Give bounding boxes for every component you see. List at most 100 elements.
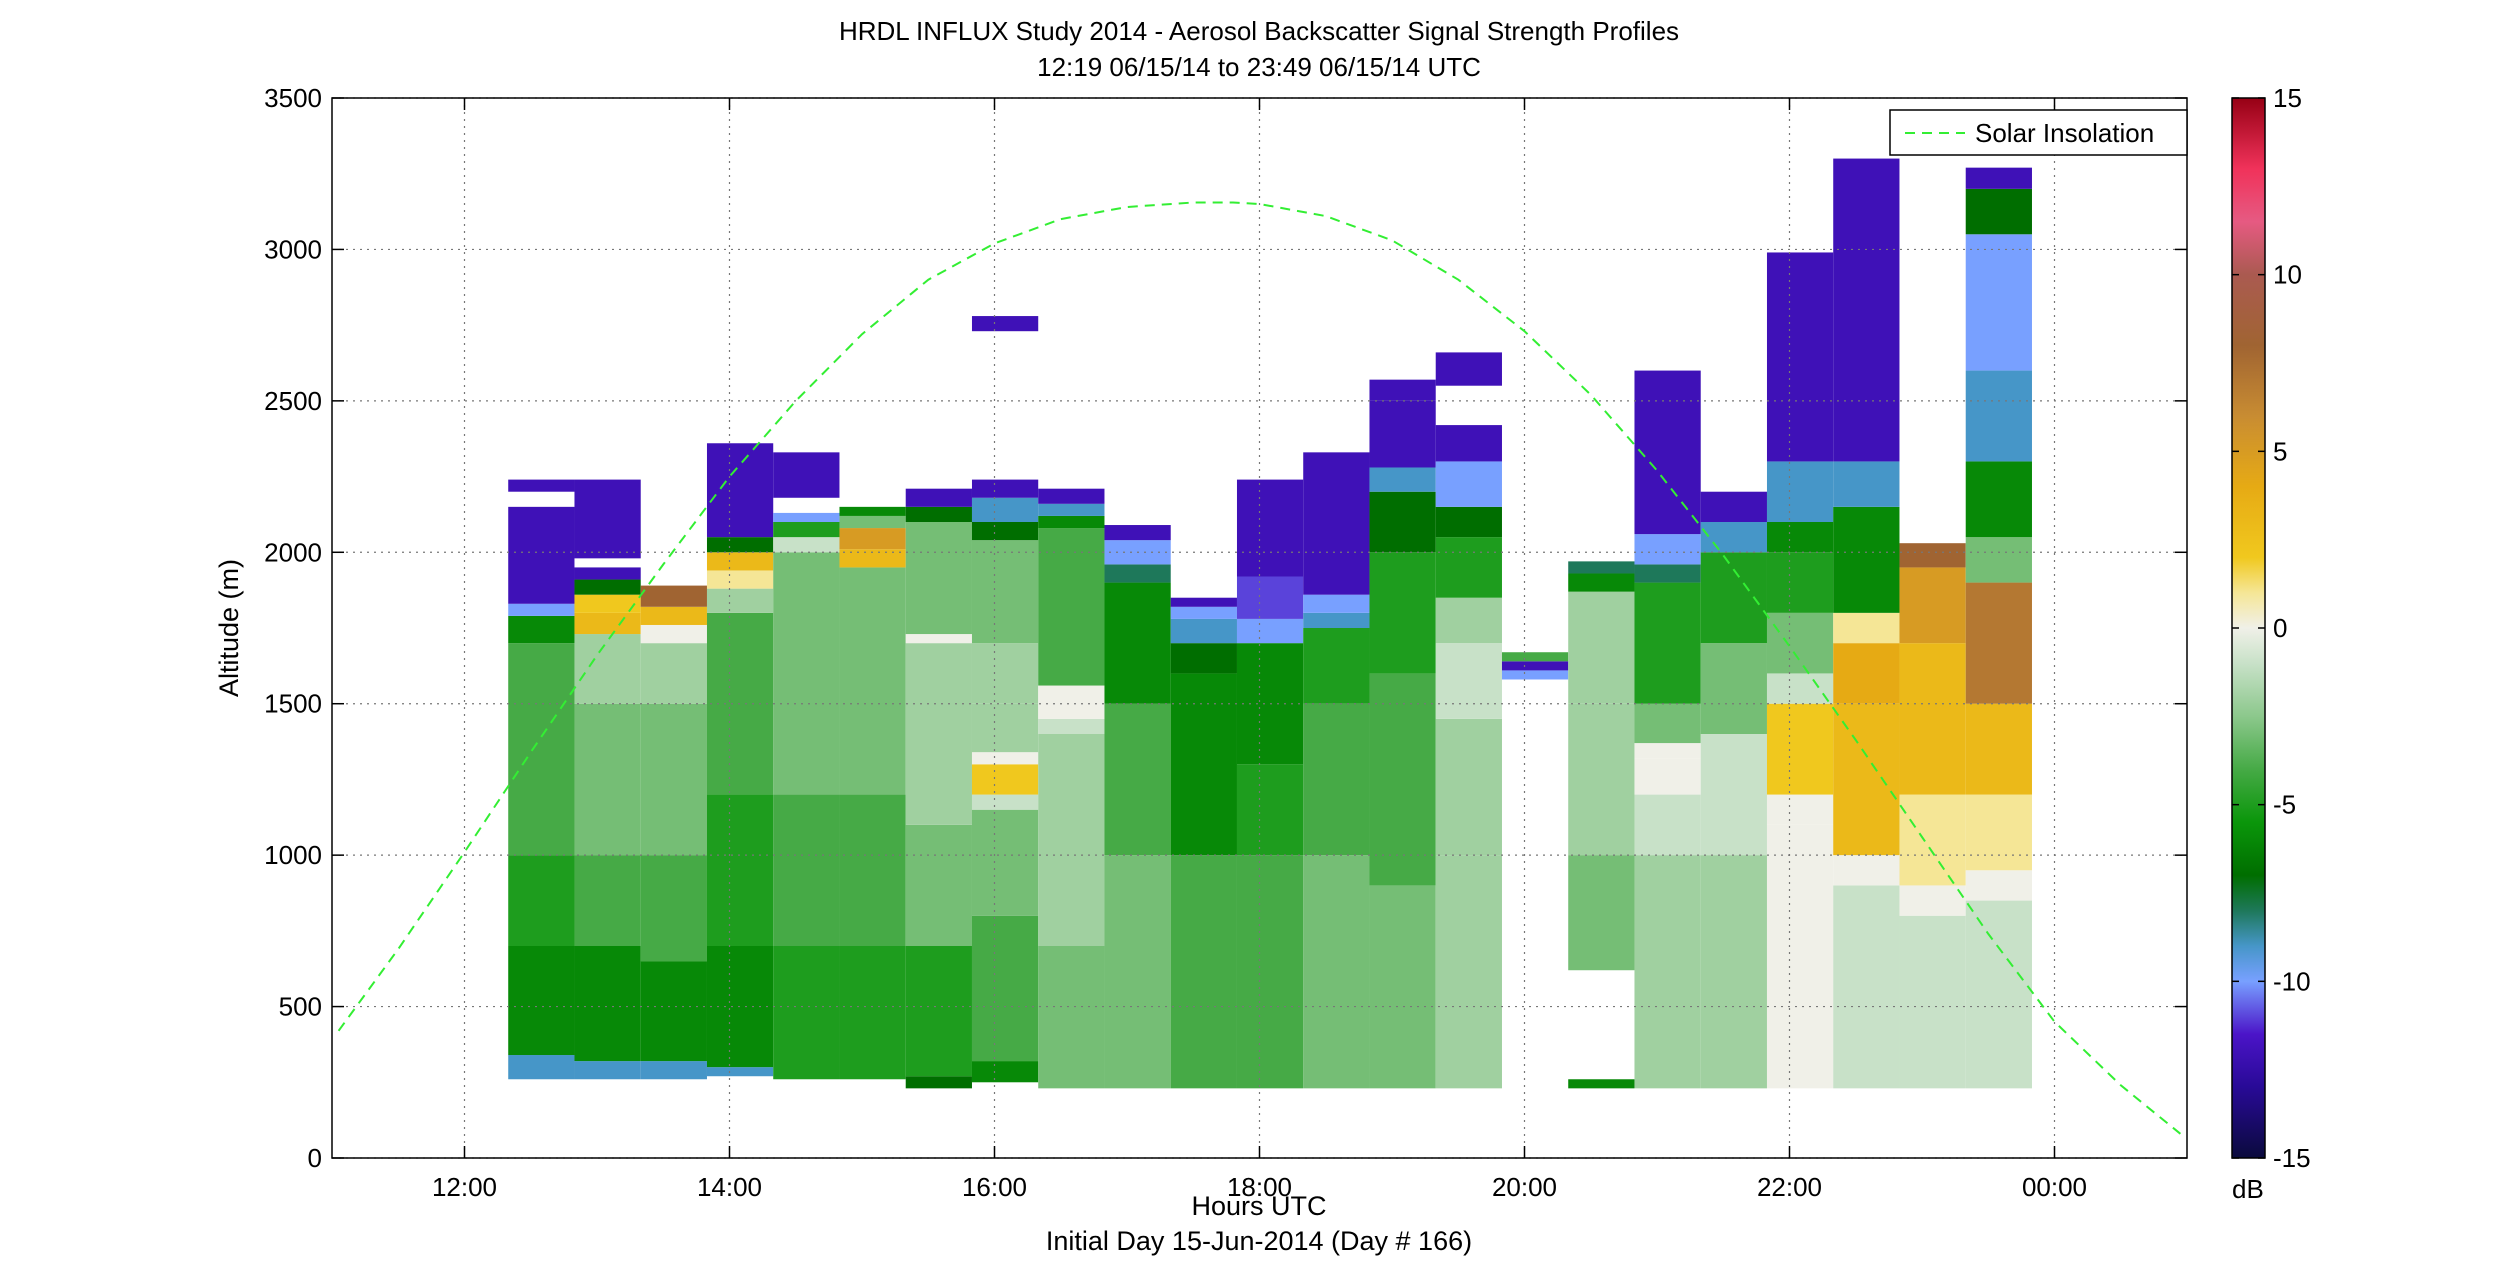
profile-bin <box>1568 1079 1635 1089</box>
profile-bin <box>905 946 972 1077</box>
profile-bin <box>1634 582 1701 704</box>
profile-bin <box>971 643 1039 704</box>
profile-bin <box>1104 703 1171 856</box>
profile-bin <box>1303 703 1370 856</box>
profile-bin <box>1766 252 1834 462</box>
profile-bin <box>773 946 840 1080</box>
profile-bin <box>1104 564 1171 583</box>
x-axis-sublabel: Initial Day 15-Jun-2014 (Day # 166) <box>1046 1226 1472 1256</box>
profile-bin <box>1899 567 1966 644</box>
profile-bin <box>971 522 1039 541</box>
profile-bin <box>905 488 972 507</box>
profile-bin <box>839 549 906 568</box>
y-tick-label: 1500 <box>264 689 322 719</box>
profile-bin <box>508 855 575 946</box>
profile-bin <box>773 522 840 538</box>
profile-bin <box>1236 479 1304 577</box>
profile-bin <box>1501 652 1569 662</box>
profile-bin <box>1369 673 1436 886</box>
profile-bin <box>773 537 840 553</box>
colorbar-tick-label: 15 <box>2273 83 2302 113</box>
profile-bin <box>1568 573 1635 592</box>
profile-bin <box>1899 885 1966 916</box>
legend: Solar Insolation <box>1889 109 2188 156</box>
profile-bin <box>1833 885 1900 1089</box>
colorbar-tick-label: -5 <box>2273 790 2296 820</box>
profile-bin <box>1170 643 1237 674</box>
profile-bin <box>508 1055 575 1080</box>
profile-bin <box>1833 461 1900 507</box>
solar-insolation-series <box>337 201 2182 1135</box>
profile-bin <box>1170 606 1237 619</box>
profile-bin <box>1369 552 1436 674</box>
profile-bin <box>706 443 774 538</box>
profile-bin <box>905 734 972 825</box>
profile-bin <box>1965 537 2032 583</box>
profile-bin <box>1965 461 2032 538</box>
profile-bin <box>971 479 1039 498</box>
profile-bin <box>1766 461 1834 522</box>
profile-bin <box>1766 794 1834 825</box>
profile-bin <box>1634 703 1701 744</box>
profile-bin <box>1634 534 1701 565</box>
profile-bin <box>706 794 774 946</box>
profile-bin <box>640 606 707 625</box>
profile-bin <box>574 612 641 635</box>
profile-bin <box>1038 734 1105 946</box>
profile-bin <box>839 946 906 1080</box>
colorbar-ticks: 15 10 5 0 -5 -10 -15 <box>2232 83 2311 1173</box>
profile-bin <box>1899 643 1966 795</box>
x-tick-label: 22:00 <box>1757 1172 1822 1202</box>
profile-bin <box>971 497 1039 522</box>
profile-bin <box>1038 528 1105 686</box>
profile-bin <box>1965 900 2032 1089</box>
profile-bin <box>1435 718 1502 856</box>
y-tick-label: 500 <box>279 992 322 1022</box>
profile-bin <box>1369 467 1436 492</box>
profile-bin <box>971 794 1039 810</box>
profile-bin <box>773 552 840 795</box>
profile-bin <box>706 612 774 795</box>
profile-bin <box>1435 352 1502 386</box>
y-axis-ticks: 0 500 1000 1500 2000 2500 3000 3500 <box>264 83 2187 1173</box>
solar-insolation-line <box>337 201 2182 1135</box>
profile-bin <box>640 961 707 1062</box>
profile-bin <box>1435 506 1502 538</box>
profile-bin <box>1965 703 2032 795</box>
y-axis-label: Altitude (m) <box>214 559 244 697</box>
chart-title: HRDL INFLUX Study 2014 - Aerosol Backsca… <box>839 16 1679 46</box>
profile-bin <box>1170 618 1237 644</box>
profile-bin <box>1435 537 1502 598</box>
profile-heatmap <box>508 158 2032 1089</box>
profile-bin <box>1236 855 1304 1089</box>
profile-bin <box>839 794 906 946</box>
profile-bin <box>905 1076 972 1089</box>
profile-bin <box>1700 643 1767 734</box>
profile-bin <box>971 752 1039 765</box>
y-tick-label: 3500 <box>264 83 322 113</box>
profile-bin <box>1170 673 1237 856</box>
profile-bin <box>1038 515 1105 529</box>
profile-bin <box>1435 643 1502 719</box>
profile-bin <box>1965 188 2032 235</box>
profile-bin <box>1236 764 1304 856</box>
y-tick-label: 1000 <box>264 840 322 870</box>
profile-bin <box>1568 855 1635 971</box>
profile-bin <box>706 537 774 553</box>
profile-bin <box>574 634 641 704</box>
profile-bin <box>574 594 641 613</box>
profile-bin <box>839 528 906 550</box>
x-tick-label: 14:00 <box>697 1172 762 1202</box>
profile-bin <box>1303 855 1370 1089</box>
profile-bin <box>574 479 641 559</box>
profile-bin <box>1634 758 1701 795</box>
profile-bin <box>1170 597 1237 607</box>
profile-bin <box>1634 855 1701 1089</box>
profile-bin <box>1833 612 1900 644</box>
profile-bin <box>971 809 1039 916</box>
profile-bin <box>1700 522 1767 553</box>
profile-bin <box>839 506 906 516</box>
profile-bin <box>574 1061 641 1080</box>
y-tick-label: 0 <box>308 1143 322 1173</box>
